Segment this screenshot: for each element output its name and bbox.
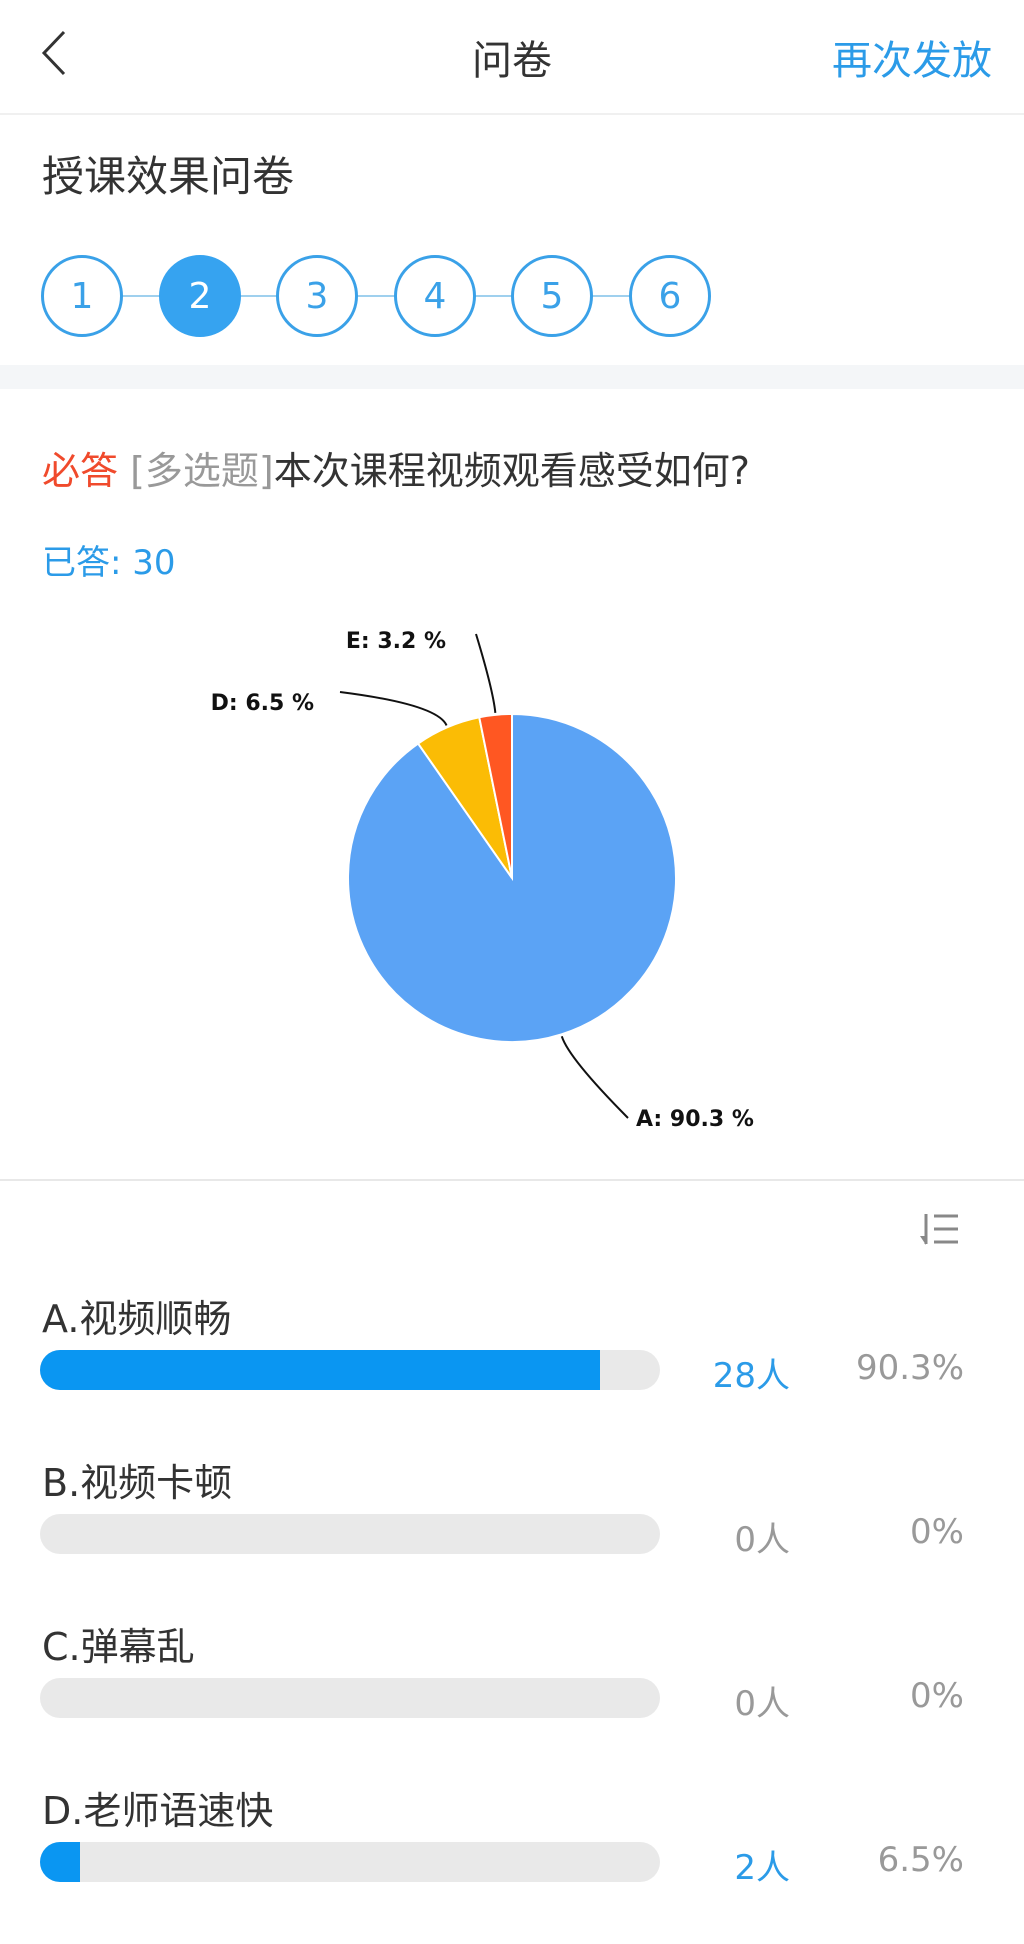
steps-connector [90,295,670,297]
pie-leader-D [339,691,448,726]
step-6[interactable]: 6 [629,255,711,337]
question-type: [多选题] [130,449,274,493]
option-count: 0人 [734,1684,790,1724]
option-label: B.视频卡顿 [42,1461,233,1505]
step-2[interactable]: 2 [159,255,241,337]
option-count: 28人 [712,1356,790,1396]
option-percent: 90.3% [855,1348,964,1388]
answered-count: 已答: 30 [42,543,176,583]
pie-leader-A [560,1036,629,1119]
divider [0,1179,1024,1181]
required-tag: 必答 [42,449,119,493]
pie-label-D: D: 6.5 % [211,691,314,716]
option-label: C.弹幕乱 [42,1625,195,1669]
option-row: C.弹幕乱 0人 0% [0,1616,1024,1780]
option-row: B.视频卡顿 0人 0% [0,1452,1024,1616]
chevron-left-icon[interactable] [36,28,76,78]
step-5[interactable]: 5 [511,255,593,337]
option-count: 2人 [734,1848,790,1888]
pie-chart: A: 90.3 % D: 6.5 % E: 3.2 % [211,629,754,1132]
question-title: 必答 [多选题]本次课程视频观看感受如何? [42,440,750,495]
step-3[interactable]: 3 [276,255,358,337]
sort-list-icon[interactable] [918,1212,964,1248]
option-progress-fill [40,1842,81,1882]
option-row: D.老师语速快 2人 6.5% [0,1780,1024,1944]
option-progress-bar [40,1350,660,1390]
option-percent: 0% [910,1676,964,1716]
option-progress-fill [40,1350,600,1390]
option-percent: 6.5% [877,1840,964,1880]
step-4[interactable]: 4 [394,255,476,337]
option-label: D.老师语速快 [42,1789,274,1833]
option-count: 0人 [734,1520,790,1560]
nav-header: 问卷 再次发放 [0,0,1024,115]
page-title: 问卷 [472,38,552,84]
step-1[interactable]: 1 [41,255,123,337]
option-label: A.视频顺畅 [42,1297,232,1341]
reissue-button[interactable]: 再次发放 [832,38,992,84]
option-percent: 0% [910,1512,964,1552]
pie-label-A: A: 90.3 % [636,1107,754,1132]
question-text: 本次课程视频观看感受如何? [273,449,750,493]
survey-title: 授课效果问卷 [42,152,295,201]
option-progress-bar [40,1514,660,1554]
pie-slice-E [478,712,513,879]
option-row: A.视频顺畅 28人 90.3% [0,1288,1024,1452]
pie-label-E: E: 3.2 % [346,629,446,654]
option-progress-bar [40,1678,660,1718]
section-separator [0,365,1024,389]
option-progress-bar [40,1842,660,1882]
pie-leader-E [475,633,497,713]
